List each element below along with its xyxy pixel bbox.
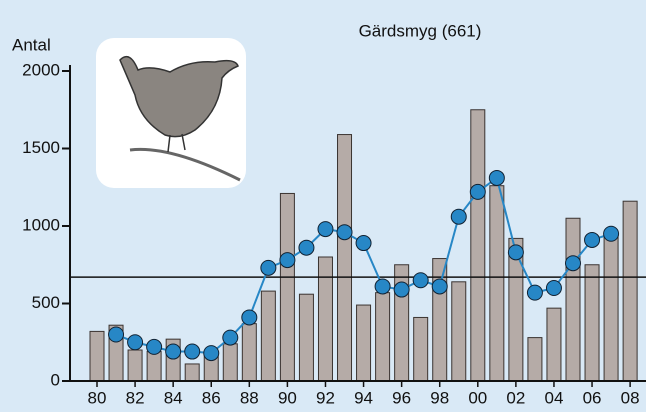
x-tick-label: 04 xyxy=(544,388,563,407)
point xyxy=(374,278,391,295)
bar xyxy=(127,349,143,382)
x-tick-label: 06 xyxy=(583,388,602,407)
x-tick-label: 88 xyxy=(240,388,259,407)
y-tick-label: 1000 xyxy=(22,215,60,234)
point xyxy=(507,244,524,261)
bar xyxy=(565,217,581,382)
point xyxy=(222,329,239,346)
bar xyxy=(356,304,372,382)
bar xyxy=(489,185,505,382)
x-tick-label: 98 xyxy=(430,388,449,407)
point xyxy=(146,338,163,355)
bar xyxy=(184,363,200,382)
y-axis-label: Antal xyxy=(12,35,51,54)
bar xyxy=(146,351,162,382)
point xyxy=(469,183,486,200)
y-tick-label: 0 xyxy=(51,370,60,389)
bar xyxy=(451,281,467,382)
bar xyxy=(584,264,600,382)
bar xyxy=(603,236,619,382)
point xyxy=(336,224,353,241)
bar xyxy=(622,200,638,382)
point xyxy=(526,284,543,301)
bar xyxy=(527,337,543,382)
point xyxy=(412,272,429,289)
point xyxy=(279,252,296,269)
x-tick-label: 90 xyxy=(278,388,297,407)
bar xyxy=(241,323,257,382)
y-tick-label: 500 xyxy=(32,293,60,312)
bar xyxy=(337,134,353,382)
bar xyxy=(317,256,333,382)
y-tick-label: 2000 xyxy=(22,60,60,79)
bar xyxy=(413,316,429,382)
point xyxy=(565,255,581,272)
x-tick-label: 08 xyxy=(621,388,640,407)
bar xyxy=(546,307,562,382)
point xyxy=(127,334,144,351)
bar xyxy=(89,330,105,382)
bar xyxy=(222,343,238,382)
point xyxy=(203,345,220,362)
point xyxy=(488,169,505,186)
bar xyxy=(375,292,391,382)
bar xyxy=(260,290,276,382)
point xyxy=(450,208,467,225)
y-tick-label: 1500 xyxy=(22,138,60,157)
x-tick-label: 80 xyxy=(88,388,107,407)
point xyxy=(260,259,277,276)
x-tick-label: 86 xyxy=(202,388,221,407)
bird-image xyxy=(96,38,246,188)
x-tick-label: 02 xyxy=(506,388,525,407)
point xyxy=(241,309,258,326)
point xyxy=(108,326,125,343)
point xyxy=(165,343,182,360)
x-tick-label: 96 xyxy=(392,388,411,407)
x-tick-label: 92 xyxy=(316,388,335,407)
x-tick-label: 84 xyxy=(164,388,183,407)
bar xyxy=(298,293,314,382)
bar xyxy=(279,192,295,382)
point xyxy=(355,235,372,252)
point xyxy=(317,221,334,238)
x-tick-label: 94 xyxy=(354,388,373,407)
x-tick-label: 00 xyxy=(468,388,487,407)
point xyxy=(184,343,201,360)
point xyxy=(393,281,410,298)
point xyxy=(603,225,620,242)
point xyxy=(431,278,448,295)
point xyxy=(298,239,315,256)
point xyxy=(584,231,601,248)
bar xyxy=(470,109,486,382)
chart-title: Gärdsmyg (661) xyxy=(359,21,482,40)
point xyxy=(545,280,562,296)
x-tick-label: 82 xyxy=(126,388,145,407)
